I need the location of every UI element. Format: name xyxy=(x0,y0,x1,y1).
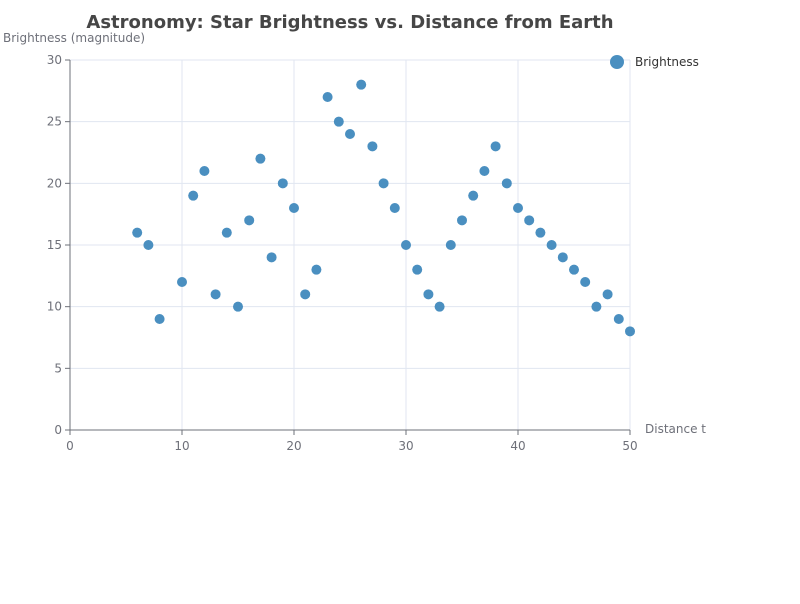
data-point[interactable] xyxy=(546,240,557,250)
data-point[interactable] xyxy=(378,178,389,189)
x-tick-label: 30 xyxy=(398,439,413,453)
data-point[interactable] xyxy=(524,215,535,226)
data-point[interactable] xyxy=(300,289,311,300)
data-point[interactable] xyxy=(457,215,467,226)
legend-marker xyxy=(610,55,624,69)
data-point[interactable] xyxy=(513,203,523,213)
x-tick-label: 50 xyxy=(622,439,637,453)
data-point[interactable] xyxy=(591,301,602,312)
data-point[interactable] xyxy=(132,227,143,238)
grid-lines xyxy=(70,59,631,430)
data-point[interactable] xyxy=(412,264,423,275)
y-tick-label: 0 xyxy=(54,423,62,437)
data-points xyxy=(132,79,635,337)
data-point[interactable] xyxy=(266,252,277,263)
data-point[interactable] xyxy=(367,141,378,152)
data-point[interactable] xyxy=(580,277,591,287)
data-point[interactable] xyxy=(613,314,624,324)
y-tick-label: 5 xyxy=(54,361,62,375)
data-point[interactable] xyxy=(188,190,199,201)
x-tick-label: 0 xyxy=(66,439,74,453)
data-point[interactable] xyxy=(389,203,400,213)
data-point[interactable] xyxy=(535,227,546,238)
data-point[interactable] xyxy=(356,79,367,90)
data-point[interactable] xyxy=(154,314,165,324)
legend[interactable]: Brightness xyxy=(610,55,699,69)
axes: 0 5 10 15 20 25 30 0 10 20 30 40 50 xyxy=(47,53,638,453)
data-point[interactable] xyxy=(233,301,243,312)
legend-label: Brightness xyxy=(635,55,699,69)
data-point[interactable] xyxy=(210,289,221,300)
x-tick-label: 10 xyxy=(174,439,189,453)
data-point[interactable] xyxy=(221,227,232,238)
data-point[interactable] xyxy=(199,166,210,176)
data-point[interactable] xyxy=(479,166,490,176)
y-tick-label: 10 xyxy=(47,300,62,314)
data-point[interactable] xyxy=(143,240,154,250)
data-point[interactable] xyxy=(468,190,479,201)
data-point[interactable] xyxy=(255,153,266,164)
data-point[interactable] xyxy=(625,326,635,337)
data-point[interactable] xyxy=(423,289,434,300)
y-tick-label: 15 xyxy=(47,238,62,252)
data-point[interactable] xyxy=(401,240,411,250)
y-axis-title: Brightness (magnitude) xyxy=(3,31,145,45)
data-point[interactable] xyxy=(445,240,456,250)
x-axis-title: Distance t xyxy=(645,422,706,436)
data-point[interactable] xyxy=(602,289,613,300)
data-point[interactable] xyxy=(333,116,344,127)
x-tick-label: 40 xyxy=(510,439,525,453)
data-point[interactable] xyxy=(490,141,501,152)
data-point[interactable] xyxy=(434,301,445,312)
data-point[interactable] xyxy=(177,277,187,287)
data-point[interactable] xyxy=(322,92,333,102)
data-point[interactable] xyxy=(501,178,512,189)
y-tick-label: 30 xyxy=(47,53,62,67)
data-point[interactable] xyxy=(277,178,288,189)
chart-title: Astronomy: Star Brightness vs. Distance … xyxy=(86,12,613,33)
y-tick-label: 25 xyxy=(47,115,62,129)
x-tick-label: 20 xyxy=(286,439,301,453)
data-point[interactable] xyxy=(569,264,579,275)
data-point[interactable] xyxy=(557,252,568,263)
data-point[interactable] xyxy=(345,129,355,139)
data-point[interactable] xyxy=(289,203,299,213)
y-tick-label: 20 xyxy=(47,176,62,190)
data-point[interactable] xyxy=(244,215,255,226)
data-point[interactable] xyxy=(311,264,322,275)
